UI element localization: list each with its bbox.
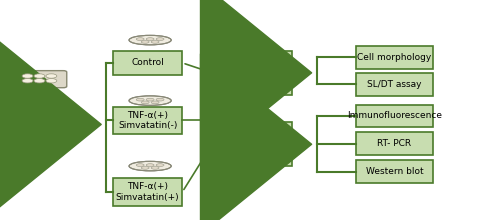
Circle shape (34, 74, 45, 78)
Circle shape (46, 79, 57, 83)
Ellipse shape (129, 161, 171, 171)
Text: RT- PCR: RT- PCR (378, 139, 412, 148)
Text: Western blot: Western blot (366, 167, 424, 176)
FancyBboxPatch shape (113, 106, 182, 134)
Ellipse shape (129, 96, 171, 105)
Ellipse shape (136, 38, 144, 40)
Ellipse shape (146, 38, 154, 40)
Ellipse shape (141, 40, 149, 43)
Text: Cell morphology: Cell morphology (358, 53, 432, 62)
Ellipse shape (141, 101, 149, 104)
Ellipse shape (146, 98, 154, 101)
Ellipse shape (129, 35, 171, 45)
Ellipse shape (146, 164, 154, 167)
FancyBboxPatch shape (8, 110, 68, 138)
Circle shape (22, 79, 33, 83)
Circle shape (22, 74, 33, 78)
Ellipse shape (151, 101, 159, 104)
Text: The expression of
Cx37, Cx40 and Cx43: The expression of Cx37, Cx40 and Cx43 (203, 135, 300, 154)
FancyBboxPatch shape (212, 51, 292, 95)
Ellipse shape (141, 167, 149, 169)
FancyBboxPatch shape (356, 160, 433, 183)
FancyBboxPatch shape (356, 132, 433, 155)
Ellipse shape (136, 98, 144, 101)
Text: Control: Control (132, 59, 164, 67)
FancyBboxPatch shape (356, 73, 433, 96)
Text: The effects on
vascular
endothelial cell
GJIC: The effects on vascular endothelial cell… (217, 53, 286, 93)
Circle shape (46, 74, 57, 78)
FancyBboxPatch shape (356, 46, 433, 69)
Text: TNF-α(+)
Simvatatin(-): TNF-α(+) Simvatatin(-) (118, 111, 178, 130)
Ellipse shape (156, 98, 164, 101)
FancyBboxPatch shape (113, 178, 182, 206)
FancyBboxPatch shape (212, 123, 292, 166)
Circle shape (34, 79, 45, 83)
Text: TNF-α(+)
Simvatatin(+): TNF-α(+) Simvatatin(+) (116, 182, 180, 202)
Text: Immunofluorescence: Immunofluorescence (347, 112, 442, 121)
FancyBboxPatch shape (12, 71, 67, 88)
Ellipse shape (156, 38, 164, 40)
Ellipse shape (151, 40, 159, 43)
FancyBboxPatch shape (356, 104, 433, 127)
Ellipse shape (156, 164, 164, 167)
Ellipse shape (151, 167, 159, 169)
FancyBboxPatch shape (113, 51, 182, 75)
Ellipse shape (136, 164, 144, 167)
Text: HUVECs: HUVECs (19, 119, 58, 129)
Text: SL/DT assay: SL/DT assay (368, 80, 422, 89)
